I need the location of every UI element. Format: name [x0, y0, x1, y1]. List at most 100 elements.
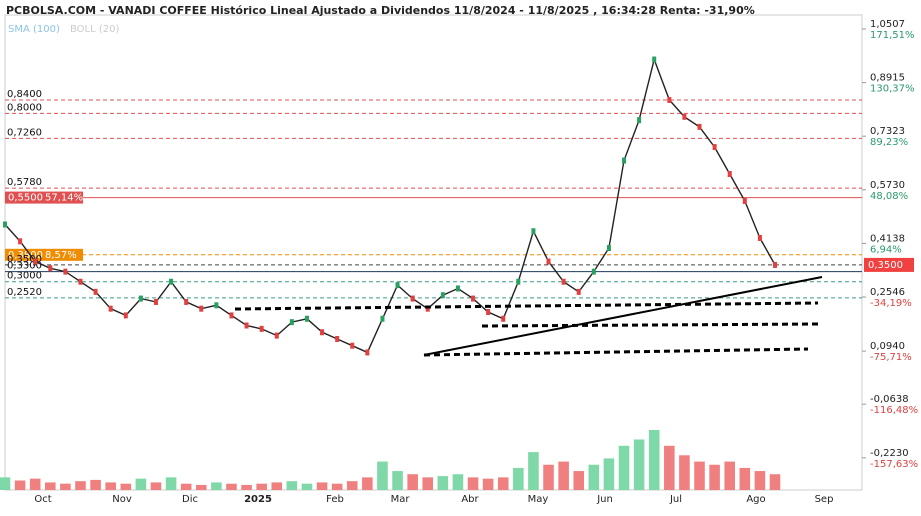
volume-bar — [452, 474, 464, 490]
volume-bar — [195, 484, 207, 490]
volume-bar — [482, 478, 494, 490]
candle — [425, 305, 430, 312]
volume-bar — [558, 461, 569, 490]
volume-bar — [573, 471, 585, 490]
candle — [606, 245, 611, 252]
trendline — [234, 301, 819, 311]
candle — [516, 278, 521, 285]
y-tick-percent: 6,94% — [870, 244, 902, 255]
level-percent: 8,57% — [45, 250, 77, 261]
candle — [184, 298, 189, 305]
candle — [742, 197, 747, 204]
legend-sma: SMA (100) — [8, 24, 60, 35]
level-badge — [5, 191, 83, 204]
candle — [289, 319, 294, 326]
level-label: 0,3800 — [8, 250, 43, 261]
x-tick-label: Oct — [34, 494, 51, 505]
volume-bar — [29, 478, 41, 490]
volume-bar — [754, 471, 766, 490]
x-tick-label: 2025 — [244, 494, 272, 505]
y-tick-label: 1,0507 — [870, 19, 905, 30]
level-percent: 57,14% — [45, 193, 83, 204]
y-tick-label: 0,2546 — [870, 287, 905, 298]
x-tick-label: Jul — [669, 494, 682, 505]
volume-bar — [603, 458, 615, 490]
candle — [48, 265, 53, 272]
candle — [773, 261, 777, 268]
volume-bar — [135, 478, 147, 490]
volume-bar — [90, 479, 101, 490]
candle — [274, 332, 279, 339]
candle — [380, 315, 385, 322]
volume-bar — [709, 464, 720, 490]
trendlines — [234, 276, 823, 357]
candle — [123, 312, 128, 319]
volume-bar — [679, 455, 690, 490]
candle — [501, 315, 506, 322]
plot-frame — [4, 14, 863, 491]
volume-bar — [271, 482, 283, 490]
y-tick-label: 0,4138 — [870, 233, 905, 244]
volume-bar — [105, 482, 116, 490]
x-tick-label: Jun — [596, 494, 613, 505]
candle — [591, 268, 596, 275]
level-label: 0,8000 — [7, 102, 42, 113]
volume-bar — [528, 452, 539, 490]
price-line — [4, 57, 776, 354]
volume-bar — [60, 483, 71, 490]
x-tick-label: May — [528, 494, 549, 505]
level-label: 0,5780 — [7, 177, 42, 188]
y-tick-label: -0,0638 — [870, 394, 909, 405]
volume-bar — [120, 483, 132, 490]
volume-bar — [648, 430, 660, 490]
volume-bar — [769, 474, 781, 490]
candle — [244, 322, 249, 329]
volume-bar — [467, 477, 479, 490]
candle — [637, 117, 642, 124]
x-tick-label: Nov — [112, 494, 132, 505]
trendline — [423, 276, 823, 356]
level-label: 0,3000 — [7, 271, 42, 282]
x-tick-label: Mar — [391, 494, 411, 505]
candle — [18, 238, 23, 245]
last-price-label: 0,3500 — [868, 260, 903, 271]
volume-bar — [362, 477, 373, 490]
volume-bar — [316, 482, 328, 490]
volume-bar — [256, 483, 267, 490]
volume-bar — [543, 464, 554, 490]
candle — [440, 292, 445, 299]
candle — [350, 342, 355, 349]
candle — [727, 171, 732, 178]
level-label: 0,5500 — [8, 193, 43, 204]
y-tick-label: 0,8915 — [870, 73, 905, 84]
volume-bar — [407, 474, 418, 490]
y-tick-percent: -116,48% — [870, 405, 918, 416]
x-tick-label: Abr — [461, 494, 479, 505]
y-tick-label: -0,2230 — [870, 448, 909, 459]
candle — [63, 268, 68, 275]
volume-bar — [180, 483, 192, 490]
volume-bar — [664, 445, 675, 490]
candle — [138, 295, 143, 302]
candle — [199, 305, 204, 312]
volume-bar — [241, 484, 252, 490]
volume-bar — [739, 467, 751, 490]
legend-boll: BOLL (20) — [70, 24, 120, 35]
candle — [410, 295, 415, 302]
candle — [3, 221, 7, 228]
candle — [259, 325, 264, 332]
candle — [214, 302, 219, 309]
candle — [697, 123, 702, 130]
volume-bar — [694, 461, 705, 490]
level-label: 0,2520 — [7, 287, 42, 298]
volume-bar — [392, 471, 403, 490]
chart-title: PCBOLSA.COM - VANADI COFFEE Histórico Li… — [6, 4, 755, 17]
candle — [652, 56, 657, 63]
candle — [169, 278, 174, 285]
candle — [153, 298, 158, 305]
volume-bar — [301, 483, 313, 490]
y-tick-label: 0,5730 — [870, 180, 905, 191]
candle — [712, 144, 717, 151]
volume-bar — [0, 477, 11, 490]
